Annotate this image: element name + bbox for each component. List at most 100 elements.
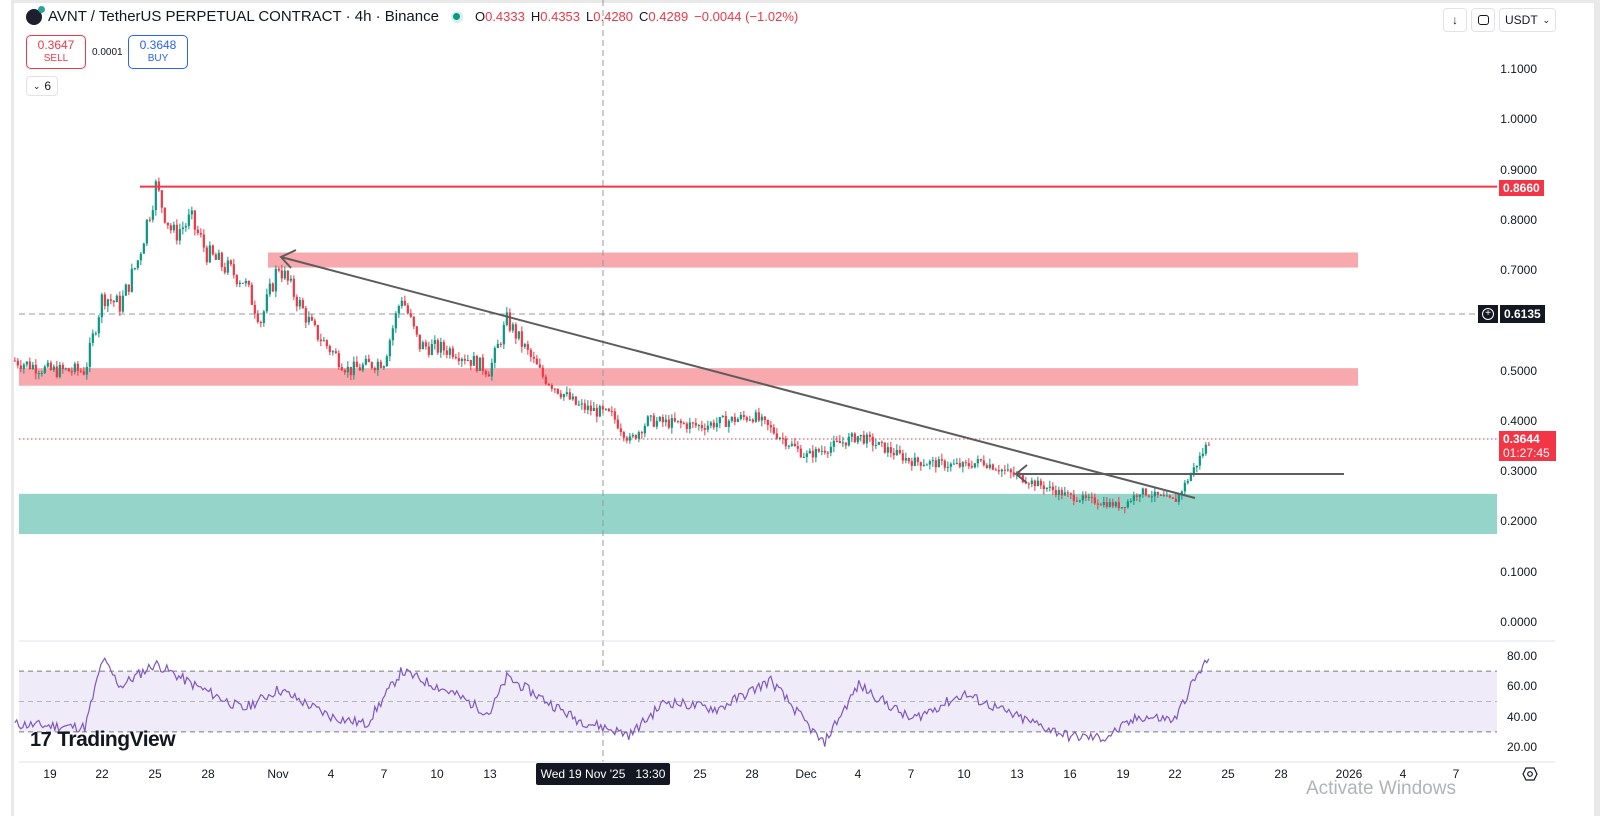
candles-layer [13,177,1210,514]
close-value: 0.4289 [648,9,689,24]
sell-button[interactable]: 0.3647 SELL [26,35,86,69]
rsi-axis-label: 20.00 [1506,740,1537,754]
price-axis-label: 0.2000 [1500,514,1537,529]
high-value: 0.4353 [540,9,581,24]
ohlc-values: O0.4333 H0.4353 L0.4280 C0.4289 −0.0044 … [475,9,798,24]
currency-select[interactable]: USDT ⌄ [1499,8,1556,32]
trendline[interactable] [280,256,1196,499]
crosshair-date: Wed 19 Nov '25 [540,767,626,781]
price-axis-label: 0.1000 [1500,564,1537,579]
last-price: 0.3644 [1503,432,1540,446]
crosshair-price-tag: 0.6135 [1500,305,1545,323]
settings-gear-icon[interactable] [1522,766,1538,782]
bar-countdown: 01:27:45 [1503,446,1550,460]
last-price-tag: 0.3644 01:27:45 [1499,431,1556,461]
reference-lines [19,0,1555,763]
time-axis-label: 13 [1010,767,1024,781]
time-axis-label: 22 [95,767,109,781]
time-axis-label: 7 [1452,767,1460,781]
indicators-collapse-button[interactable]: ⌄ 6 [26,76,58,96]
low-key: L [586,9,594,24]
left-drawing-toolbar[interactable] [0,0,14,816]
time-axis-label: 28 [1274,767,1288,781]
price-axis-label: 1.0000 [1500,112,1537,127]
time-axis-label: 7 [380,767,388,781]
resistance-price-tag: 0.8660 [1499,180,1544,196]
supply-zone[interactable] [19,368,1358,386]
symbol-title[interactable]: AVNT / TetherUS PERPETUAL CONTRACT · 4h … [48,8,439,25]
time-axis-label: 19 [1116,767,1130,781]
time-axis-label: 7 [907,767,915,781]
chevron-down-icon: ⌄ [32,80,41,91]
plus-circle-icon: + [1482,308,1494,320]
time-axis-label: 25 [693,767,707,781]
buy-price: 0.3648 [139,38,177,52]
market-open-icon [450,10,463,23]
time-axis-label: 4 [1399,767,1407,781]
drawings-layer[interactable] [140,185,1497,499]
symbol-header: AVNT / TetherUS PERPETUAL CONTRACT · 4h … [26,5,798,25]
time-axis-label: 22 [1168,767,1182,781]
time-axis-label: Nov [267,767,289,781]
close-key: C [639,9,649,24]
time-axis-label: 19 [43,767,57,781]
price-axis-label: 0.9000 [1500,162,1537,177]
time-axis-label: 4 [854,767,862,781]
spread-value: 0.0001 [92,46,123,58]
demand-zone[interactable] [19,493,1497,535]
currency-value: USDT [1505,13,1538,27]
tradingview-mark-icon: 17 [30,728,52,751]
time-axis-label: 25 [148,767,162,781]
change-value: −0.0044 (−1.02%) [694,9,799,24]
activate-windows-watermark: Activate Windows [1306,778,1456,799]
add-alert-button[interactable]: + [1478,305,1498,323]
price-axis-label: 0.7000 [1500,263,1537,278]
crosshair-time-tag: Wed 19 Nov '25 13:30 [536,763,670,785]
price-axis-label: 0.3000 [1500,464,1537,479]
time-axis-label: 28 [745,767,759,781]
rsi-pane [14,656,1497,747]
price-axis-label: 0.8000 [1500,212,1537,227]
fullscreen-icon [1477,15,1489,25]
arrow-down-icon: ↓ [1452,13,1458,27]
time-axis-label: 10 [957,767,971,781]
scroll-to-realtime-button[interactable]: ↓ [1443,8,1467,32]
sell-label: SELL [43,53,69,64]
rsi-axis-label: 80.00 [1506,649,1537,663]
price-axis-label: 0.5000 [1500,363,1537,378]
buy-button[interactable]: 0.3648 BUY [128,35,188,69]
ray-arrow-icon [1014,464,1028,484]
time-axis-label: 16 [1063,767,1077,781]
time-axis-label: 28 [201,767,215,781]
time-axis-label: 10 [430,767,444,781]
tradingview-logo[interactable]: 17 TradingView [30,728,176,752]
zones-layer [19,252,1497,535]
crosshair-time: 13:30 [635,767,666,781]
trendline-arrow-icon [279,249,297,269]
time-axis-label: 4 [327,767,335,781]
buy-label: BUY [147,53,169,64]
fullscreen-button[interactable] [1471,8,1495,32]
time-axis-label: 13 [483,767,497,781]
sell-price: 0.3647 [37,38,75,52]
right-panel-edge [1594,0,1600,816]
rsi-axis-label: 60.00 [1506,679,1537,694]
open-key: O [474,9,486,24]
supply-zone[interactable] [268,252,1358,268]
tradingview-logo-text: TradingView [57,728,176,751]
coin-logo-icon [26,5,45,25]
high-key: H [530,9,541,24]
rsi-line [14,656,1210,747]
chevron-down-icon: ⌄ [1542,14,1550,25]
low-value: 0.4280 [593,9,634,24]
open-value: 0.4333 [485,9,525,24]
trade-buttons: 0.3647 SELL 0.0001 0.3648 BUY [26,35,188,69]
time-axis-label: 2026 [1335,767,1363,781]
rsi-axis-label: 40.00 [1506,709,1537,724]
price-axis-label: 0.0000 [1500,615,1537,629]
price-axis-label: 1.1000 [1500,62,1537,76]
price-axis-label: 0.4000 [1500,413,1537,428]
time-axis-label: Dec [795,767,817,781]
